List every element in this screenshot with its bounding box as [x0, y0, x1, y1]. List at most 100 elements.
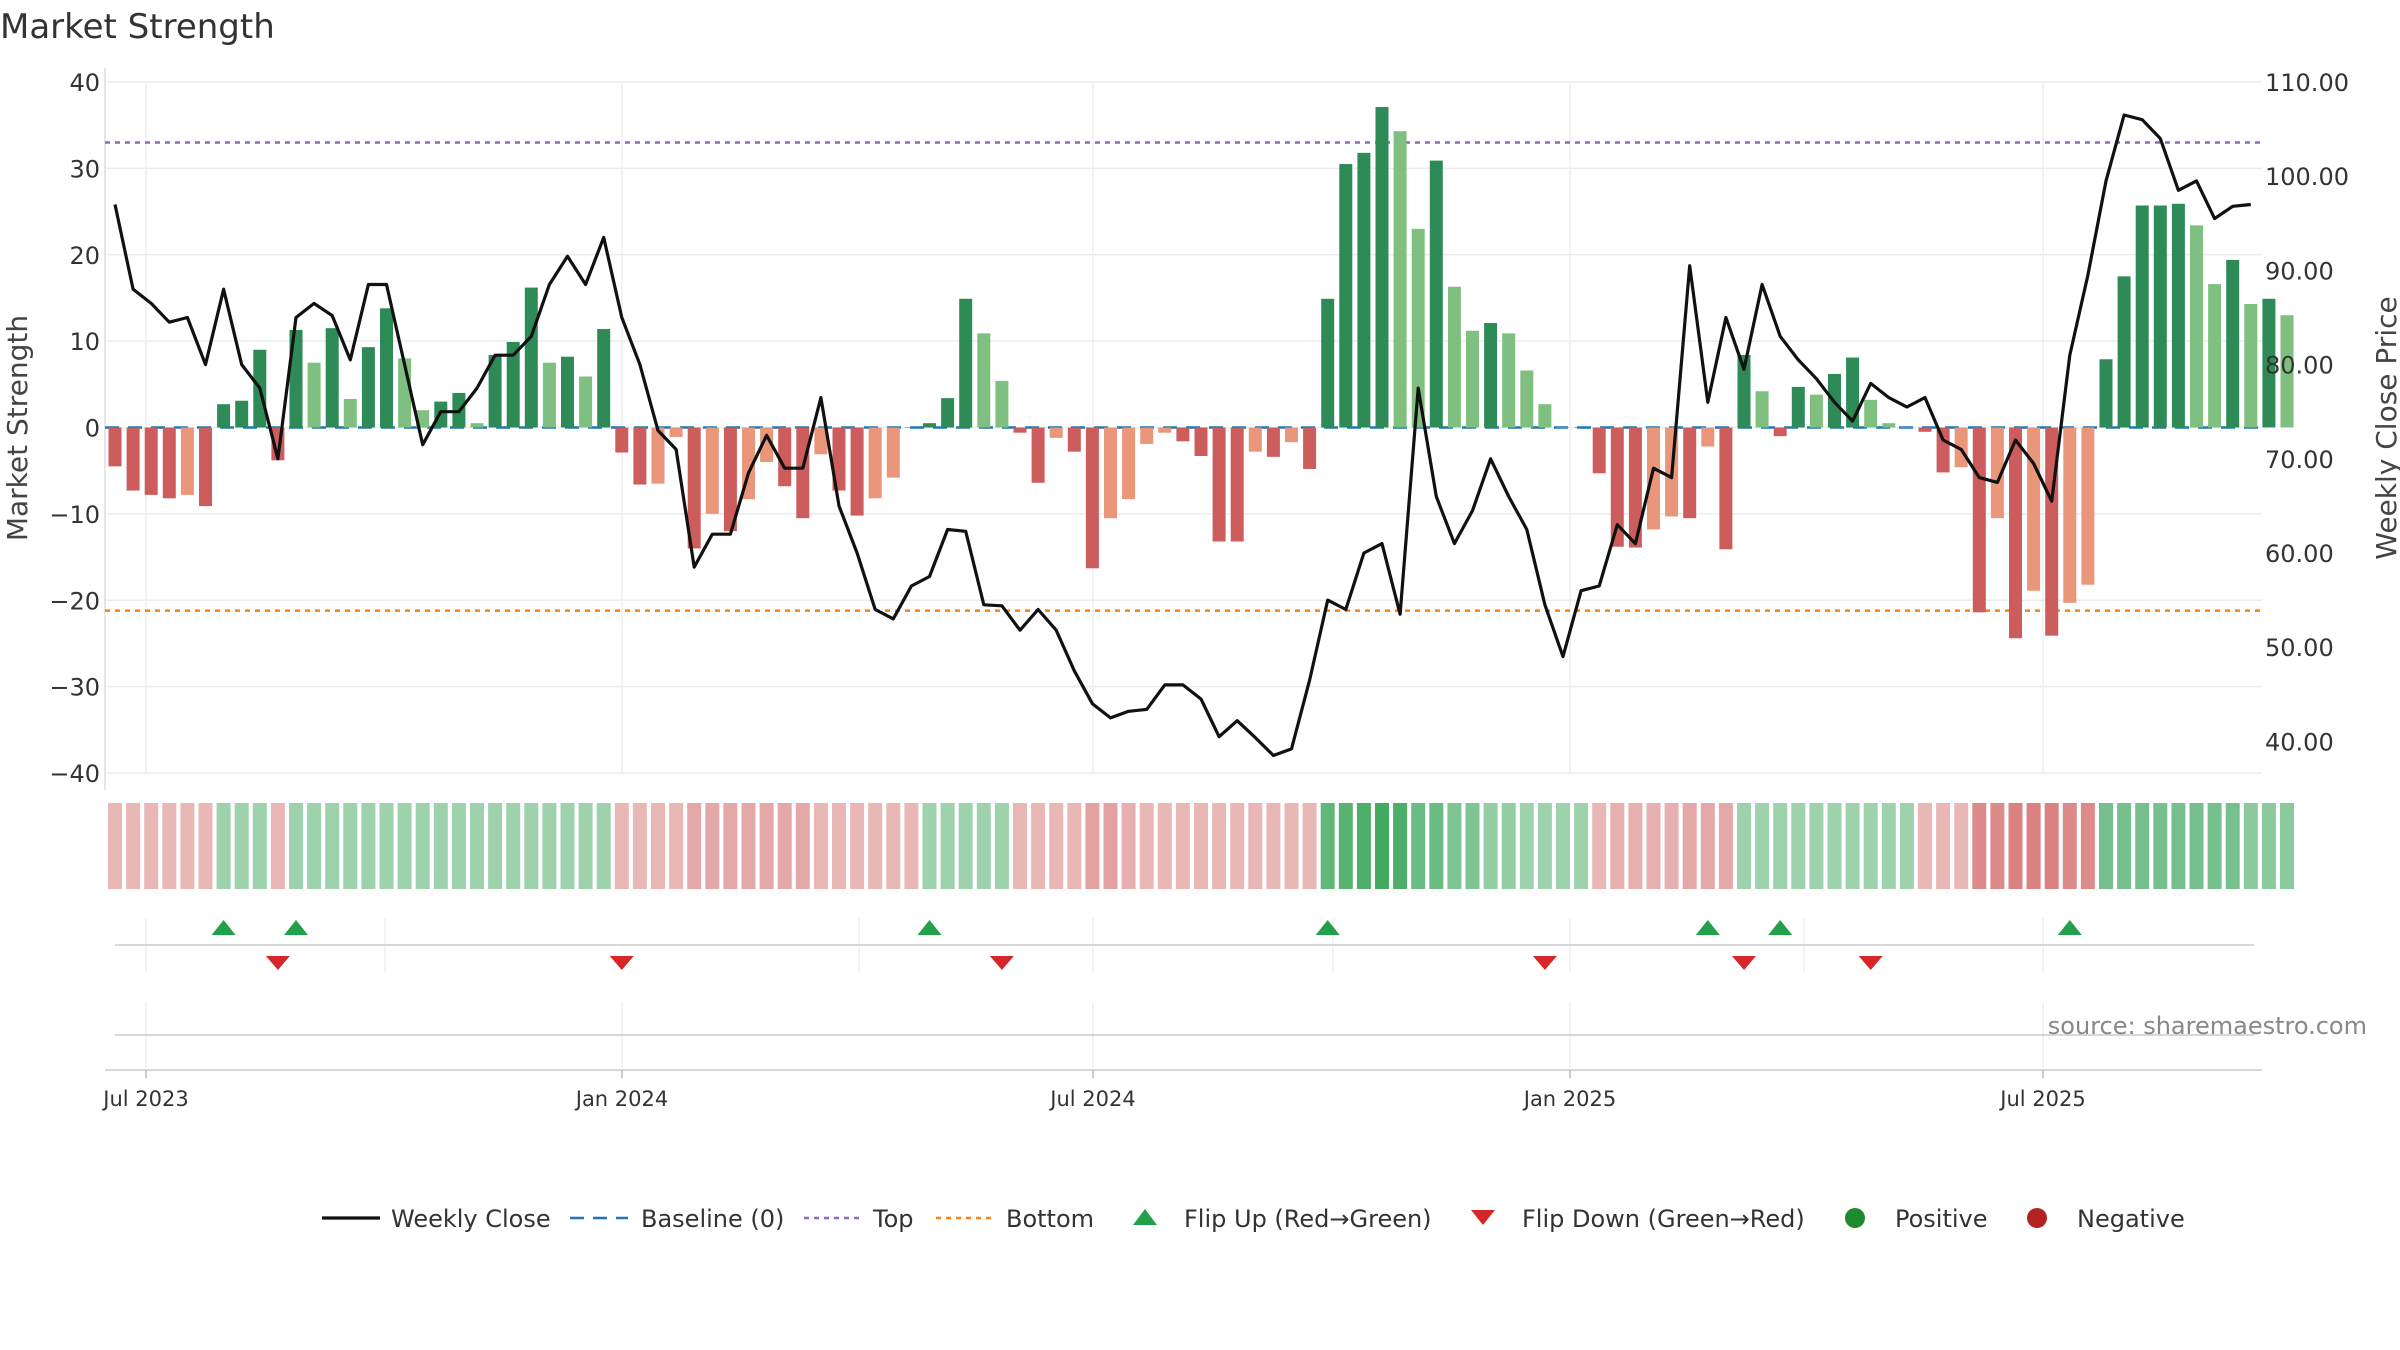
- source-credit: source: sharemaestro.com: [2048, 1012, 2367, 1040]
- heat-cell: [1537, 803, 1552, 889]
- strength-bar: [1791, 386, 1805, 428]
- heat-cell: [705, 803, 720, 889]
- strength-bar: [633, 427, 647, 485]
- strength-bar: [126, 427, 140, 491]
- strength-bar: [1031, 427, 1045, 483]
- heat-cell: [886, 803, 901, 889]
- heat-cell: [415, 803, 430, 889]
- heat-cell: [252, 803, 267, 889]
- heat-cell: [1013, 803, 1027, 889]
- y-tick-label: 30: [69, 155, 100, 183]
- heat-cell: [397, 803, 412, 889]
- strength-bar: [941, 398, 955, 428]
- heat-cell: [379, 803, 394, 889]
- strength-bar: [162, 427, 176, 499]
- heat-cell: [198, 803, 213, 889]
- strength-bar: [1647, 427, 1660, 530]
- strength-bar: [1918, 427, 1932, 432]
- strength-bar: [108, 427, 122, 467]
- strength-bar: [1049, 427, 1063, 438]
- heat-cell: [578, 803, 593, 889]
- heat-cell: [1628, 803, 1643, 889]
- y-tick-label: −40: [49, 760, 100, 788]
- heat-cell: [1465, 803, 1480, 889]
- flip-up-marker: [284, 920, 308, 935]
- y2-axis-label: Weekly Close Price: [2370, 296, 2400, 559]
- y-tick-label: 40: [69, 69, 100, 97]
- strength-bar: [1701, 427, 1715, 447]
- heat-cell: [1230, 803, 1245, 889]
- flip-down-marker: [989, 956, 1014, 970]
- strength-bar: [1719, 427, 1733, 550]
- heat-cell: [270, 803, 285, 889]
- heat-cell: [108, 803, 122, 889]
- strength-bar: [2244, 303, 2258, 428]
- flip-down-marker: [1858, 956, 1883, 970]
- flip-down-marker: [609, 956, 634, 970]
- heat-cell: [759, 803, 774, 889]
- strength-bar: [597, 329, 611, 428]
- heat-cell: [1085, 803, 1100, 889]
- strength-bar: [1339, 164, 1353, 428]
- strength-bar: [1610, 427, 1624, 547]
- legend-label-close: Weekly Close: [391, 1205, 551, 1233]
- strength-bar: [868, 427, 882, 499]
- heat-cell: [2280, 803, 2294, 889]
- strength-bar: [1520, 370, 1534, 428]
- lower-panel: [105, 1002, 2262, 1071]
- strength-bar: [1266, 427, 1280, 457]
- heat-cell: [1881, 803, 1896, 889]
- strength-bar: [2153, 205, 2167, 428]
- strength-bar: [814, 427, 828, 455]
- heat-cell: [1411, 803, 1426, 889]
- strength-bar: [325, 328, 339, 428]
- heat-cell: [1302, 803, 1317, 889]
- strength-bar: [1538, 404, 1552, 428]
- heat-cell: [180, 803, 195, 889]
- strength-bar: [1085, 427, 1099, 569]
- heat-cell: [1664, 803, 1679, 889]
- strength-bar: [959, 298, 973, 428]
- heat-cell: [2099, 803, 2113, 889]
- heat-cell: [216, 803, 231, 889]
- heat-cell: [2207, 803, 2222, 889]
- heat-cell: [1194, 803, 1208, 889]
- y-tick-label: −10: [49, 501, 100, 529]
- heat-cell: [451, 803, 466, 889]
- strength-bar: [180, 427, 194, 495]
- heat-cell: [144, 803, 159, 889]
- reference-lines: [105, 141, 2262, 612]
- strength-bar: [2063, 427, 2077, 603]
- strength-bar: [1248, 427, 1262, 452]
- strength-bar: [542, 362, 556, 428]
- strength-bars: [108, 107, 2294, 639]
- strength-bar: [1972, 427, 1986, 613]
- heat-cell: [1827, 803, 1842, 889]
- strength-bar: [1411, 228, 1425, 428]
- strength-bar: [1194, 427, 1208, 457]
- strength-bar: [2262, 298, 2276, 428]
- legend-label-positive: Positive: [1895, 1205, 1988, 1233]
- heat-cell: [687, 803, 702, 889]
- strength-bar: [2099, 359, 2113, 428]
- heat-cell: [1773, 803, 1788, 889]
- flip-up-marker: [917, 920, 942, 935]
- strength-bar: [705, 427, 719, 514]
- flip-down-marker: [1532, 956, 1557, 970]
- y2-tick-label: 110.00: [2265, 69, 2349, 97]
- heat-cell: [1338, 803, 1353, 889]
- heat-cell: [325, 803, 340, 889]
- heat-cell: [361, 803, 376, 889]
- legend-swatch-flip-up: [1133, 1209, 1157, 1225]
- strength-bar: [1230, 427, 1244, 542]
- heat-cell: [832, 803, 846, 889]
- heat-cell: [1737, 803, 1751, 889]
- flip-up-marker: [1315, 920, 1340, 935]
- legend-label-bottom: Bottom: [1006, 1205, 1094, 1233]
- y-tick-label: −30: [49, 674, 100, 702]
- strength-bar: [1013, 427, 1027, 433]
- strength-bar: [669, 427, 683, 438]
- x-tick-label: Jan 2024: [574, 1087, 669, 1111]
- flip-up-marker: [1768, 920, 1793, 935]
- strength-bar: [524, 287, 538, 428]
